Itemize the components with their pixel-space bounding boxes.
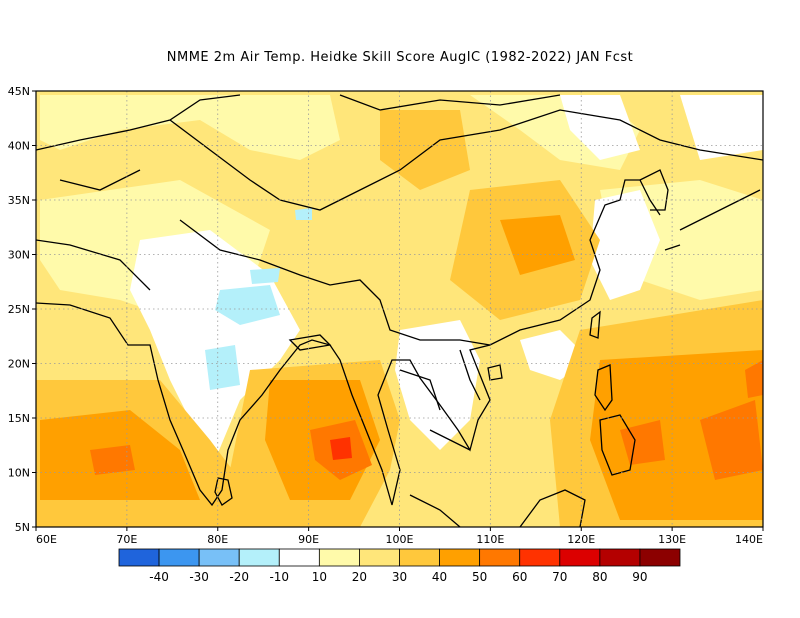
colorbar-swatch xyxy=(318,548,360,567)
lon-tick-label: 70E xyxy=(116,533,137,546)
colorbar-swatch xyxy=(359,548,400,567)
colorbar-swatch xyxy=(479,548,521,567)
coastline-borneo xyxy=(519,489,586,527)
coastline-japan xyxy=(664,189,761,251)
lon-tick-label: 110E xyxy=(476,533,504,546)
lon-tick-label: 120E xyxy=(567,533,595,546)
coastlines xyxy=(36,94,763,527)
field-region-deep xyxy=(500,215,575,275)
colorbar-swatch xyxy=(118,548,160,567)
lat-tick-label: 20N xyxy=(8,358,30,371)
lat-tick-label: 45N xyxy=(8,85,30,98)
colorbar-swatch xyxy=(639,548,681,567)
colorbar-swatch xyxy=(278,548,320,567)
colorbar-label: 20 xyxy=(352,570,367,584)
coastline-philippines xyxy=(594,364,636,476)
lat-tick-label: 5N xyxy=(15,521,30,534)
field-region-hot xyxy=(330,437,352,460)
border-mongolia xyxy=(339,94,561,111)
lat-tick-label: 10N xyxy=(8,467,30,480)
lat-tick-label: 25N xyxy=(8,303,30,316)
coastline-sumatra xyxy=(409,494,461,527)
lon-tick-label: 90E xyxy=(298,533,319,546)
field-region-hot xyxy=(90,445,135,475)
field-region-negative xyxy=(295,208,312,220)
field-region-white xyxy=(560,95,640,160)
lat-tick-label: 15N xyxy=(8,412,30,425)
colorbar-label: 90 xyxy=(632,570,647,584)
colorbar-swatch xyxy=(519,548,561,567)
lon-tick-label: 100E xyxy=(386,533,414,546)
lat-tick-label: 40N xyxy=(8,140,30,153)
colorbar-labels: -40 -30 -20 -10 10 20 30 40 50 60 70 80 90 xyxy=(149,570,647,584)
skill-field xyxy=(36,91,763,527)
colorbar-swatch xyxy=(439,548,481,567)
field-region-white xyxy=(680,95,763,160)
colorbar-label: -30 xyxy=(189,570,209,584)
colorbar-label: 40 xyxy=(432,570,447,584)
lon-tick-label: 60E xyxy=(36,533,57,546)
lon-tick-label: 140E xyxy=(735,533,763,546)
coastline-south-asia xyxy=(36,179,661,507)
lon-axis: 60E 70E 80E 90E 100E 110E 120E 130E 140E xyxy=(35,527,764,546)
colorbar-label: 50 xyxy=(472,570,487,584)
coastline-sri-lanka xyxy=(214,477,233,506)
field-region-negative xyxy=(250,268,280,284)
colorbar-label: 10 xyxy=(312,570,327,584)
colorbar-label: -20 xyxy=(229,570,249,584)
field-region-orange xyxy=(380,110,470,190)
colorbar-swatch xyxy=(399,548,440,567)
field-region-negative xyxy=(205,345,240,390)
border-indochina xyxy=(399,349,481,451)
field-region-hot xyxy=(700,400,763,480)
lat-axis: 45N 40N 35N 30N 25N 20N 15N 10N 5N xyxy=(8,85,36,534)
border-himalaya xyxy=(179,219,491,346)
bangladesh-delta xyxy=(288,334,332,351)
border-china xyxy=(169,109,763,211)
field-region-light xyxy=(40,95,340,160)
lat-tick-label: 30N xyxy=(8,249,30,262)
colorbar-swatch xyxy=(599,548,641,567)
coastline-taiwan xyxy=(589,310,601,339)
field-region-white xyxy=(395,320,480,450)
field-region-hot xyxy=(620,420,665,465)
colorbar-swatch xyxy=(238,548,280,567)
lon-tick-label: 130E xyxy=(658,533,686,546)
coastline-hainan xyxy=(487,364,503,381)
colorbar-label: -40 xyxy=(149,570,169,584)
colorbar-swatch xyxy=(158,548,200,567)
field-region-hot xyxy=(745,360,763,398)
colorbar-label: -10 xyxy=(269,570,289,584)
colorbar-label: 80 xyxy=(592,570,607,584)
map-title: NMME 2m Air Temp. Heidke Skill Score Aug… xyxy=(166,50,634,65)
colorbar-label: 60 xyxy=(512,570,527,584)
colorbar xyxy=(118,548,681,567)
colorbar-swatch xyxy=(198,548,240,567)
coastline-korea xyxy=(639,169,669,211)
lon-tick-label: 80E xyxy=(207,533,228,546)
colorbar-label: 70 xyxy=(552,570,567,584)
field-region-negative xyxy=(215,285,280,325)
gridlines xyxy=(36,91,763,527)
field-region-white xyxy=(590,190,660,300)
colorbar-swatch xyxy=(559,548,601,567)
lat-tick-label: 35N xyxy=(8,194,30,207)
colorbar-label: 30 xyxy=(392,570,407,584)
